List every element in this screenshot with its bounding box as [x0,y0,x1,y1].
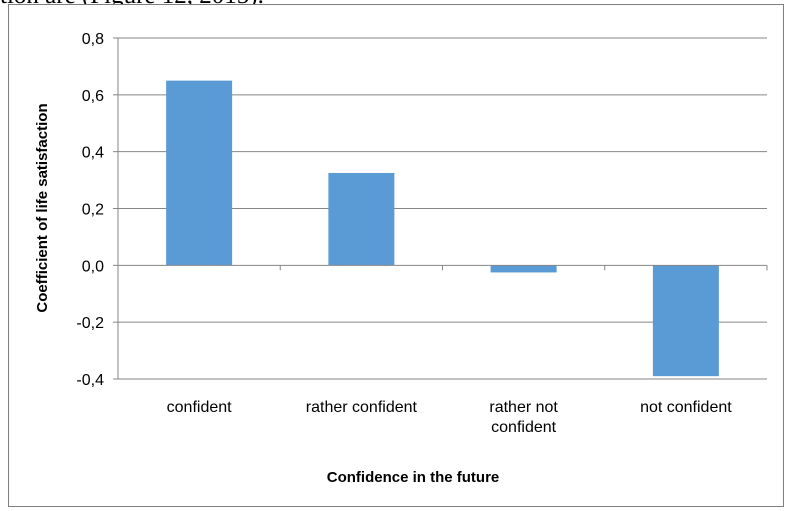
y-tick-label: 0,8 [82,31,104,48]
y-tick-labels: 0,8 0,6 0,4 0,2 0,0 -0,2 -0,4 [76,31,104,389]
y-tick-label: 0,4 [82,145,104,162]
x-tick-labels: confident rather confident rather not confi… [167,399,733,436]
y-tick-label: -0,4 [76,372,104,389]
y-axis-title: Coefficient of life satisfaction [34,103,51,312]
chart-frame [8,4,784,507]
bar [328,172,395,266]
x-tick-label: rather not confident [489,399,558,436]
gridlines [118,37,767,380]
y-tick-label: -0,2 [76,315,104,332]
bar [490,265,557,273]
y-tick-label: 0,2 [82,202,104,219]
bar [652,265,719,377]
x-tick-label: rather confident [306,399,418,416]
bar [166,80,233,266]
y-tick-label: 0,0 [82,258,104,275]
x-tick-label: not confident [640,399,732,416]
axes [113,37,768,380]
bars [166,80,719,377]
x-axis-title: Confidence in the future [327,469,500,486]
y-tick-label: 0,6 [82,88,104,105]
x-tick-label: confident [167,399,232,416]
